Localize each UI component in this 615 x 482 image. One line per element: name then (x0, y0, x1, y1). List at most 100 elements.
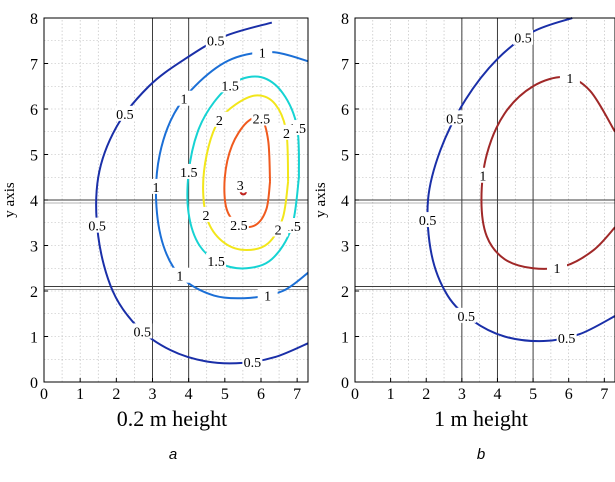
contour-label: 1.5 (180, 166, 198, 181)
y-tick-label: 4 (341, 193, 349, 210)
contour-label-backing (114, 105, 135, 121)
ticks: 0 1 2 3 4 5 6 7 0 1 2 3 4 5 6 7 8 (341, 11, 608, 400)
y-tick-label: 7 (341, 57, 349, 74)
y-tick-label: 4 (30, 193, 38, 210)
y-tick-label: 2 (30, 284, 38, 301)
x-tick-label: 0 (351, 386, 359, 400)
contour-label: 1 (180, 93, 187, 108)
x-tick-label: 5 (529, 386, 537, 400)
contour-label-backing (547, 259, 568, 275)
caption-b: 1 m height (433, 406, 529, 431)
contour-label-backing (178, 163, 199, 179)
contour-label-backing (556, 330, 577, 346)
contour-label: 2.5 (253, 112, 271, 127)
y-tick-label: 3 (341, 239, 349, 256)
contour-label-backing (220, 77, 241, 93)
y-tick-label: 5 (341, 148, 349, 165)
y-tick-label: 1 (30, 330, 38, 347)
contour-label: 1 (566, 72, 573, 87)
contour-label: 2 (283, 127, 290, 142)
y-tick-label: 5 (30, 148, 38, 165)
contour-label-backing (513, 29, 534, 45)
contour-label: 1 (264, 290, 271, 305)
y-tick-label: 8 (341, 11, 349, 28)
contour-label-backing (206, 252, 227, 268)
contours: 0.50.50.50.50.5111111.51.51.51.51.522222… (87, 21, 309, 371)
x-tick-label: 4 (493, 386, 501, 400)
contour-label: 0.5 (446, 112, 464, 127)
contour-label: 2 (216, 114, 223, 129)
contour-label-backing (276, 124, 297, 140)
contour-label: 1.5 (207, 255, 225, 270)
contour-label: 0.5 (514, 32, 532, 47)
contour-label: 1.5 (221, 79, 239, 94)
contour-label-backing (169, 267, 190, 283)
x-tick-label: 1 (387, 386, 395, 400)
contour-label: 1 (153, 181, 160, 196)
contour-label-backing (456, 307, 477, 323)
contour-label-backing (205, 32, 226, 48)
x-tick-label: 2 (422, 386, 430, 400)
contours: 0.5 0.5 0.5 0.5 0.5 1 1 1 (417, 17, 615, 347)
contour-label-backing (257, 287, 278, 303)
contour-label: 0.5 (88, 220, 106, 235)
contour-label: 0.5 (116, 108, 134, 123)
contour-label-backing (268, 221, 289, 237)
contour-line-0-5 (426, 17, 615, 343)
x-tick-label: 6 (257, 386, 265, 400)
contour-label: 2.5 (230, 219, 248, 234)
contour-label: 1 (554, 262, 561, 277)
y-tick-label: 2 (341, 284, 349, 301)
contour-label-backing (228, 216, 249, 232)
x-tick-label: 0 (40, 386, 48, 400)
y-tick-label: 0 (30, 375, 38, 392)
contour-line-2-5 (223, 115, 272, 229)
x-tick-label: 6 (565, 386, 573, 400)
contour-chart-a: 0.50.50.50.50.5111111.51.51.51.51.522222… (2, 11, 309, 400)
x-tick-label: 3 (148, 386, 156, 400)
contour-label-backing (146, 178, 167, 194)
x-tick-label: 3 (458, 386, 466, 400)
y-axis-label: y axis (2, 182, 18, 218)
reference-lines (355, 18, 615, 382)
contour-label: 0.5 (207, 34, 225, 49)
y-tick-label: 6 (341, 102, 349, 119)
contour-label: 3 (237, 179, 244, 194)
panel-label-a: a (168, 446, 178, 463)
x-tick-label: 5 (221, 386, 229, 400)
contour-label-backing (444, 110, 465, 126)
contour-label-backing (196, 206, 217, 222)
contour-label: 0.5 (558, 332, 576, 347)
contour-label-backing (173, 90, 194, 106)
contour-chart-b: 0.50.50.50.50.511101234567012345678x axi… (315, 11, 615, 400)
y-tick-label: 8 (30, 11, 38, 28)
contour-label: 0.5 (457, 310, 475, 325)
contour-label: 1 (259, 46, 266, 61)
y-tick-label: 7 (30, 57, 38, 74)
x-tick-label: 2 (112, 386, 120, 400)
contour-label-backing (251, 110, 272, 126)
y-tick-label: 0 (341, 375, 349, 392)
contour-label-backing (417, 212, 438, 228)
contour-line-1 (154, 51, 309, 300)
contour-label-backing (559, 69, 580, 85)
x-tick-label: 1 (76, 386, 84, 400)
y-tick-label: 1 (341, 330, 349, 347)
contour-label: 2 (203, 209, 210, 224)
contour-label: 2 (275, 223, 282, 238)
x-tick-label: 7 (293, 386, 301, 400)
contour-line-0-5 (95, 21, 309, 365)
y-axis-label: y axis (315, 182, 329, 218)
contour-label: 1 (176, 270, 183, 285)
contour-label: 1 (479, 170, 486, 185)
contour-line-1 (480, 76, 615, 270)
x-tick-label: 7 (600, 386, 608, 400)
contour-label: 0.5 (244, 356, 262, 371)
panel-label-b: b (476, 446, 486, 463)
contour-label-backing (230, 177, 251, 193)
contour-label-backing (132, 323, 153, 339)
contour-label-backing (472, 167, 493, 183)
ticks: 0 1 2 3 4 5 6 7 0 1 2 3 4 5 6 7 8 (30, 11, 301, 400)
contour-label-backing (209, 111, 230, 127)
